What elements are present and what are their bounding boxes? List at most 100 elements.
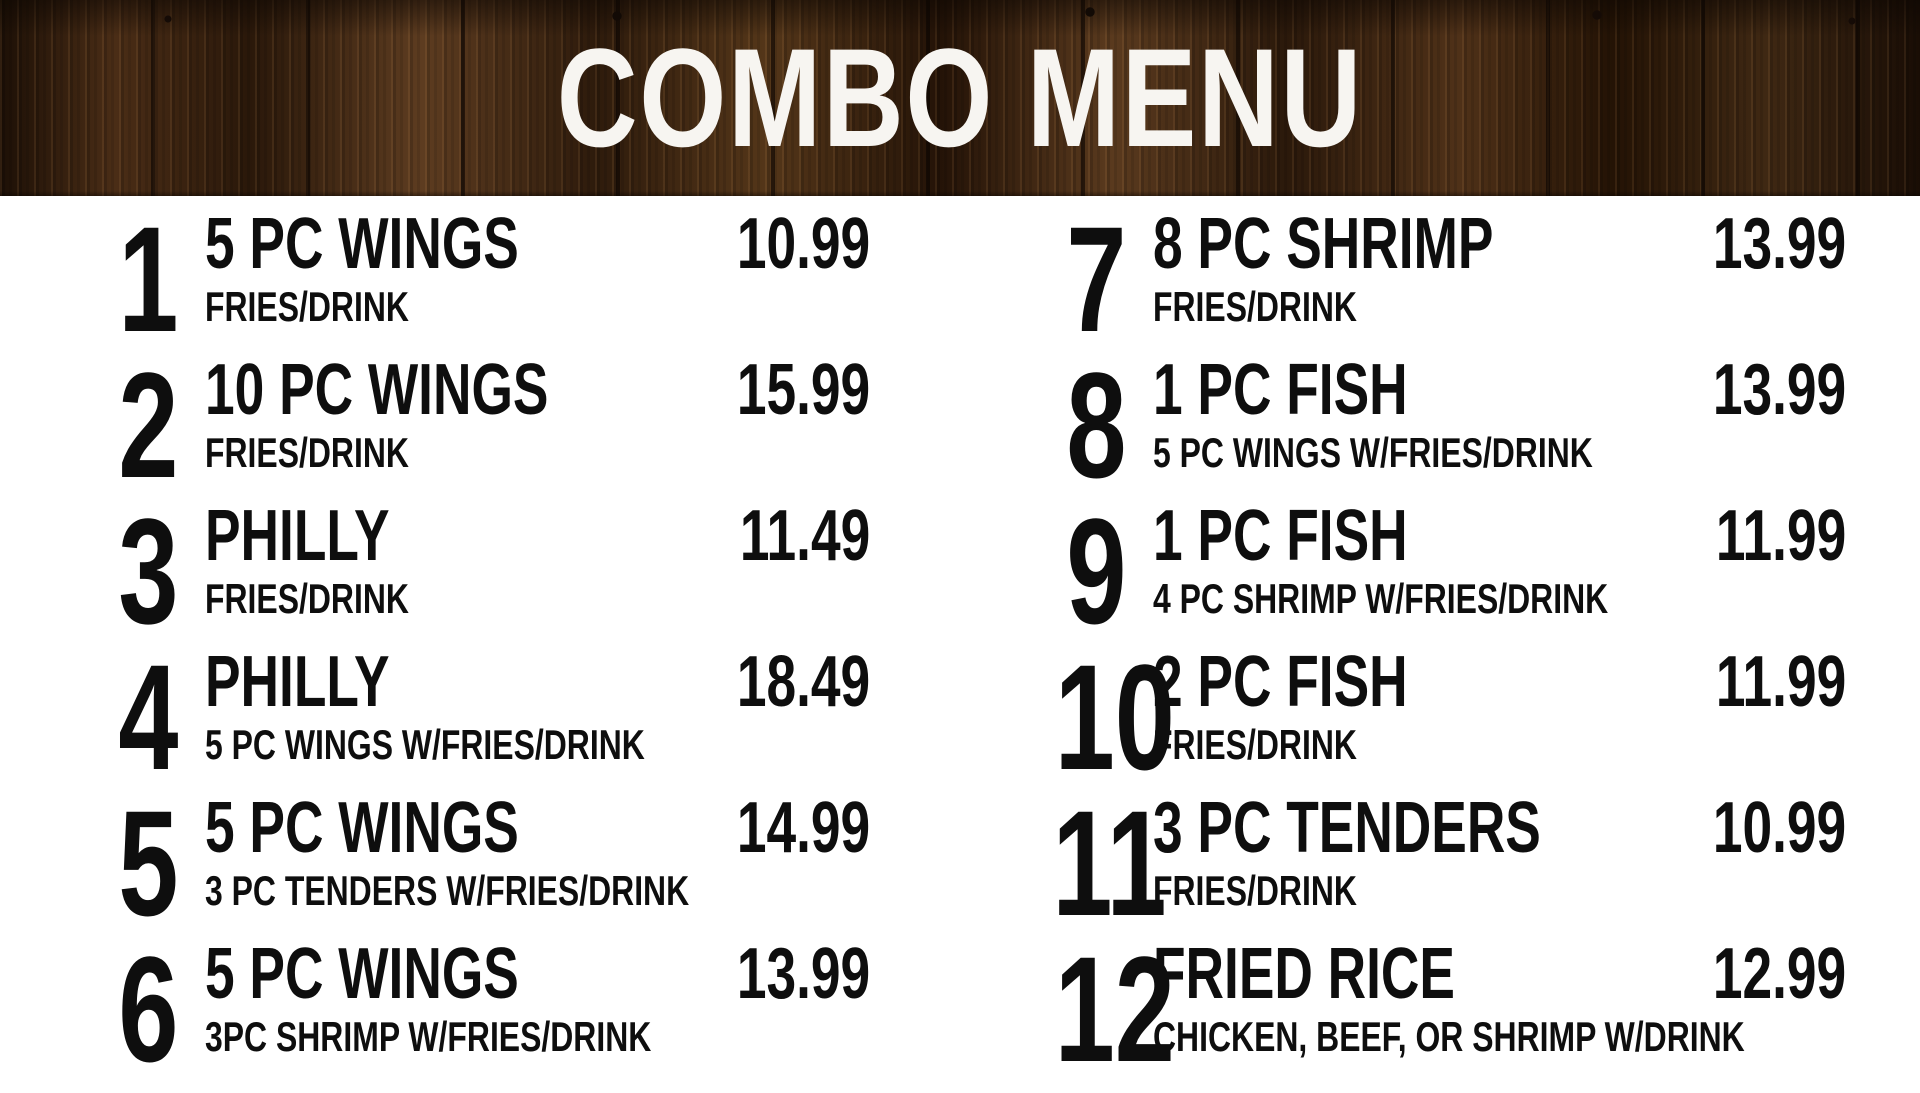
item-detail: FRIES/DRINK xyxy=(205,282,690,330)
item-price: 11.99 xyxy=(1670,642,1846,722)
item-number-text: 11 xyxy=(1052,779,1167,947)
item-detail-text: FRIES/DRINK xyxy=(1153,282,1357,330)
item-number: 1 xyxy=(60,195,178,363)
menu-header: COMBO MENU xyxy=(0,0,1920,196)
item-price-text: 12.99 xyxy=(1712,934,1846,1014)
item-name-text: 5 PC WINGS xyxy=(205,204,519,284)
item-detail-text: 3PC SHRIMP W/FRIES/DRINK xyxy=(205,1012,652,1060)
menu-item-2: 2 10 PC WINGS FRIES/DRINK 15.99 xyxy=(60,341,870,509)
item-price-text: 13.99 xyxy=(736,934,870,1014)
menu-item-6: 6 5 PC WINGS 3PC SHRIMP W/FRIES/DRINK 13… xyxy=(60,925,870,1093)
item-name: 5 PC WINGS xyxy=(205,938,690,1010)
item-price-text: 15.99 xyxy=(736,350,870,430)
item-detail: 4 PC SHRIMP W/FRIES/DRINK xyxy=(1153,577,1670,620)
item-name-text: PHILLY xyxy=(205,642,390,722)
item-name: 3 PC TENDERS xyxy=(1153,788,1666,868)
item-number-text: 4 xyxy=(117,633,178,801)
menu-item-9: 9 1 PC FISH 4 PC SHRIMP W/FRIES/DRINK 11… xyxy=(1008,487,1846,655)
item-price: 18.49 xyxy=(690,642,870,722)
item-price: 13.99 xyxy=(1666,204,1846,284)
item-number: 8 xyxy=(1008,341,1126,509)
menu-column-right: 7 8 PC SHRIMP FRIES/DRINK 13.99 8 1 PC F… xyxy=(1008,195,1846,1088)
menu-item-3: 3 PHILLY FRIES/DRINK 11.49 xyxy=(60,487,870,655)
item-text: 10 PC WINGS FRIES/DRINK xyxy=(205,350,690,476)
item-detail: FRIES/DRINK xyxy=(1153,282,1666,330)
item-price: 13.99 xyxy=(1666,350,1846,430)
item-text: 5 PC WINGS 3PC SHRIMP W/FRIES/DRINK xyxy=(205,938,690,1060)
menu-item-8: 8 1 PC FISH 5 PC WINGS W/FRIES/DRINK 13.… xyxy=(1008,341,1846,509)
item-name: PHILLY xyxy=(205,642,690,722)
item-name: 2 PC FISH xyxy=(1153,642,1670,722)
menu-item-10: 10 2 PC FISH FRIES/DRINK 11.99 xyxy=(1008,633,1846,801)
menu-item-5: 5 5 PC WINGS 3 PC TENDERS W/FRIES/DRINK … xyxy=(60,779,870,947)
item-detail: 3PC SHRIMP W/FRIES/DRINK xyxy=(205,1012,690,1060)
item-price: 15.99 xyxy=(690,350,870,430)
item-price-text: 18.49 xyxy=(736,642,870,722)
item-detail-text: FRIES/DRINK xyxy=(205,428,409,476)
item-text: PHILLY FRIES/DRINK xyxy=(205,500,694,622)
item-number-text: 8 xyxy=(1065,341,1126,509)
page-title-text: COMBO MENU xyxy=(556,19,1364,176)
item-detail: CHICKEN, BEEF, OR SHRIMP W/DRINK xyxy=(1153,1015,1745,1058)
item-text: 5 PC WINGS 3 PC TENDERS W/FRIES/DRINK xyxy=(205,788,690,914)
item-number: 12 xyxy=(1008,934,1175,1084)
item-detail-text: FRIES/DRINK xyxy=(1153,720,1357,768)
item-price-text: 13.99 xyxy=(1712,350,1846,430)
item-price: 10.99 xyxy=(1666,792,1846,864)
item-price: 11.99 xyxy=(1670,496,1846,576)
item-name-text: 3 PC TENDERS xyxy=(1153,788,1541,868)
menu-column-left: 1 5 PC WINGS FRIES/DRINK 10.99 2 10 PC W… xyxy=(60,195,870,1093)
item-name-text: 2 PC FISH xyxy=(1153,642,1408,722)
item-name-text: 5 PC WINGS xyxy=(205,788,519,868)
item-name: 5 PC WINGS xyxy=(205,788,690,868)
item-text: 3 PC TENDERS FRIES/DRINK xyxy=(1153,788,1666,912)
item-price: 14.99 xyxy=(690,792,870,864)
item-detail-text: 5 PC WINGS W/FRIES/DRINK xyxy=(1153,428,1593,476)
item-detail-text: FRIES/DRINK xyxy=(205,282,409,330)
item-name: 5 PC WINGS xyxy=(205,204,690,284)
item-price-text: 10.99 xyxy=(736,204,870,284)
item-detail-text: 3 PC TENDERS W/FRIES/DRINK xyxy=(205,866,690,914)
item-text: 1 PC FISH 4 PC SHRIMP W/FRIES/DRINK xyxy=(1153,500,1670,620)
item-name: 1 PC FISH xyxy=(1153,500,1670,572)
item-name-text: 8 PC SHRIMP xyxy=(1153,204,1494,284)
item-number-text: 5 xyxy=(117,779,178,947)
item-price: 13.99 xyxy=(690,934,870,1014)
item-text: FRIED RICE CHICKEN, BEEF, OR SHRIMP W/DR… xyxy=(1153,938,1745,1058)
item-number-text: 10 xyxy=(1054,633,1175,801)
item-detail: 5 PC WINGS W/FRIES/DRINK xyxy=(1153,428,1666,476)
item-name-text: 10 PC WINGS xyxy=(205,350,549,430)
item-price-text: 11.49 xyxy=(739,496,870,576)
item-number: 7 xyxy=(1008,195,1126,363)
item-name: 1 PC FISH xyxy=(1153,354,1666,426)
item-price-text: 11.99 xyxy=(1715,642,1846,722)
item-price: 12.99 xyxy=(1666,934,1846,1014)
item-number: 4 xyxy=(60,633,178,801)
menu-item-7: 7 8 PC SHRIMP FRIES/DRINK 13.99 xyxy=(1008,195,1846,363)
item-text: 8 PC SHRIMP FRIES/DRINK xyxy=(1153,204,1666,330)
item-number-text: 1 xyxy=(117,195,178,363)
item-price-text: 11.99 xyxy=(1715,496,1846,576)
item-number-text: 3 xyxy=(117,487,178,655)
item-number-text: 9 xyxy=(1065,487,1126,655)
menu-item-1: 1 5 PC WINGS FRIES/DRINK 10.99 xyxy=(60,195,870,363)
item-price-text: 13.99 xyxy=(1712,204,1846,284)
item-number-text: 2 xyxy=(117,341,178,509)
item-number-text: 6 xyxy=(117,925,178,1093)
item-detail: FRIES/DRINK xyxy=(1153,869,1666,912)
item-number: 2 xyxy=(60,341,178,509)
item-text: 5 PC WINGS FRIES/DRINK xyxy=(205,204,690,330)
item-detail: FRIES/DRINK xyxy=(205,428,690,476)
item-detail: 3 PC TENDERS W/FRIES/DRINK xyxy=(205,866,690,914)
item-text: 1 PC FISH 5 PC WINGS W/FRIES/DRINK xyxy=(1153,354,1666,476)
item-number: 5 xyxy=(60,779,178,947)
item-number-text: 7 xyxy=(1065,195,1126,363)
item-name: FRIED RICE xyxy=(1153,938,1666,1010)
item-price: 11.49 xyxy=(694,496,870,576)
item-number: 3 xyxy=(60,487,178,655)
item-text: 2 PC FISH FRIES/DRINK xyxy=(1153,642,1670,768)
item-detail-text: FRIES/DRINK xyxy=(205,574,409,622)
item-number: 11 xyxy=(1008,788,1166,938)
menu-item-11: 11 3 PC TENDERS FRIES/DRINK 10.99 xyxy=(1008,788,1846,942)
item-price: 10.99 xyxy=(690,204,870,284)
